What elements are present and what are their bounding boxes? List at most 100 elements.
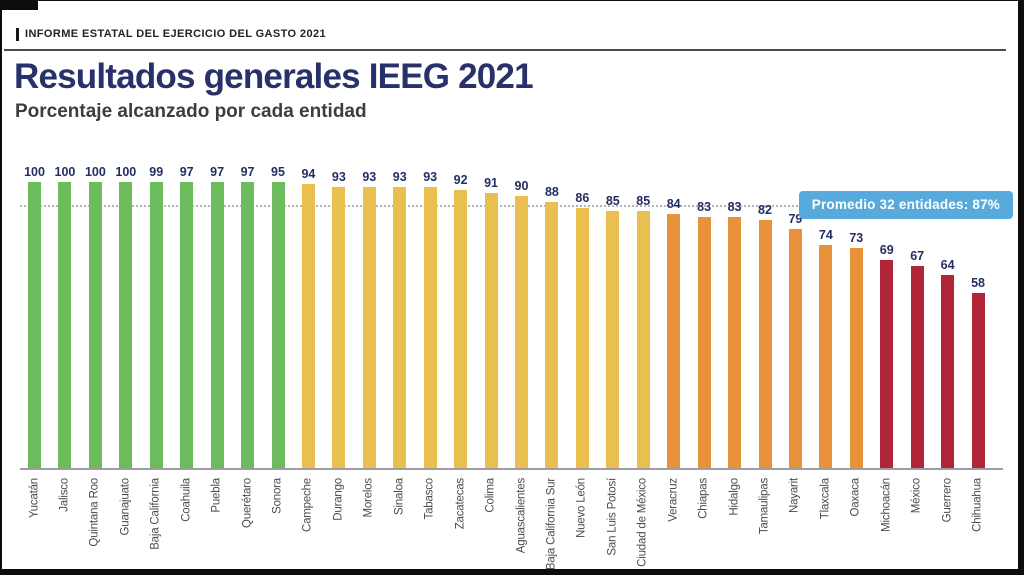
x-axis-line [20, 468, 1003, 470]
bar-column: 64 Guerrero [940, 166, 955, 522]
bar-column: 100 Guanajuato [115, 166, 136, 536]
bar-column: 86 Nuevo León [575, 166, 590, 538]
bar-value-label: 83 [727, 200, 742, 215]
bar [58, 182, 72, 468]
bar-value-label: 97 [179, 165, 194, 179]
bar-column: 67 México [910, 166, 925, 513]
frame-edge-right [1021, 0, 1024, 575]
bar-column: 90 Aguascalientes [514, 166, 529, 554]
bar-value-label: 99 [149, 165, 164, 179]
bar [484, 193, 498, 468]
bar [728, 217, 742, 468]
x-axis-label: Jalisco [58, 478, 71, 512]
bar [88, 182, 102, 468]
bar-column: 93 Sinaloa [392, 166, 407, 515]
x-axis-label: Sinaloa [393, 478, 406, 515]
bar-column: 94 Campeche [301, 166, 316, 532]
bar [241, 182, 255, 468]
x-axis-label: San Luis Potosí [606, 478, 619, 556]
bar-value-label: 82 [758, 203, 772, 218]
bar-value-label: 94 [301, 167, 316, 182]
x-axis-label: Puebla [210, 478, 223, 513]
bar-column: 84 Veracruz [666, 166, 681, 522]
x-axis-label: Chiapas [697, 478, 710, 519]
average-badge: Promedio 32 entidades: 87% [798, 191, 1013, 219]
bar-column: 100 Yucatán [24, 166, 45, 519]
bar-value-label: 84 [666, 197, 681, 212]
bar [880, 259, 894, 468]
page-title: Resultados generales IEEG 2021 [14, 57, 534, 96]
bar-value-label: 67 [910, 248, 925, 263]
bar-column: 91 Colima [484, 166, 498, 513]
frame-notch [0, 0, 38, 10]
bar-value-label: 58 [971, 275, 986, 290]
bar [515, 196, 528, 468]
bar-column: 73 Oaxaca [849, 166, 864, 516]
bar-value-label: 73 [849, 230, 864, 245]
bar-column: 97 Coahuila [179, 165, 194, 522]
x-axis-label: Ciudad de México [636, 478, 649, 567]
x-axis-label: Nuevo León [575, 478, 588, 539]
x-axis-label: Yucatán [28, 478, 40, 519]
bar-value-label: 64 [940, 257, 955, 272]
x-axis-label: Oaxaca [849, 478, 862, 517]
x-axis-label: Durango [332, 478, 345, 521]
bar [149, 182, 163, 468]
average-dotted-line [20, 205, 818, 207]
bar-value-label: 90 [514, 179, 529, 194]
bar-chart: Promedio 32 entidades: 87% 100 Yucatán 100… [20, 165, 1013, 570]
bar [788, 229, 802, 468]
bar-value-label: 86 [575, 191, 590, 206]
bar-value-label: 97 [210, 165, 225, 179]
bar-value-label: 69 [879, 242, 894, 257]
x-axis-label: Michoacán [880, 478, 893, 532]
page-subtitle: Porcentaje alcanzado por cada entidad [15, 101, 367, 122]
x-axis-label: Baja California Sur [545, 478, 558, 571]
x-axis-label: Chihuahua [971, 478, 984, 532]
bar-column: 99 Baja California [149, 165, 164, 550]
x-axis-label: Quintana Roo [88, 478, 101, 547]
bar [971, 292, 985, 468]
bar-column: 93 Durango [332, 166, 346, 521]
bar [454, 190, 468, 468]
bar-value-label: 93 [362, 170, 377, 185]
bar [271, 182, 285, 468]
bar [758, 220, 772, 468]
bar-column: 100 Jalisco [55, 166, 76, 512]
bar [119, 182, 133, 468]
bar [393, 187, 407, 468]
bar-column: 83 Chiapas [697, 166, 711, 519]
bar [941, 274, 955, 468]
frame-edge-bottom [0, 570, 1024, 575]
bar [332, 187, 346, 468]
bar [301, 184, 315, 468]
x-axis-label: Guerrero [941, 478, 954, 523]
x-axis-label: México [910, 478, 923, 514]
x-axis-label: Colima [484, 478, 497, 513]
bar-value-label: 74 [818, 227, 833, 242]
x-axis-label: Guanajuato [119, 478, 132, 536]
bar-column: 97 Puebla [210, 165, 225, 513]
x-axis-label: Zacatecas [454, 478, 467, 530]
x-axis-label: Tlaxcala [819, 478, 832, 520]
bar [697, 217, 711, 468]
bar-column: 95 Sonora [271, 166, 285, 514]
bar-value-label: 93 [392, 170, 407, 185]
bar [849, 247, 863, 468]
bar-column: 92 Zacatecas [453, 166, 468, 530]
bar-column: 82 Tamaulipas [758, 166, 772, 534]
x-axis-label: Baja California [149, 478, 162, 550]
bar-value-label: 92 [453, 173, 468, 188]
x-axis-label: Coahuila [180, 478, 193, 522]
bar-value-label: 88 [544, 185, 559, 200]
x-axis-label: Sonora [271, 478, 284, 514]
bar [180, 182, 194, 468]
bar-value-label: 97 [240, 165, 255, 179]
x-axis-label: Veracruz [667, 478, 680, 522]
bar [667, 214, 681, 468]
bar-value-label: 100 [115, 165, 137, 179]
bar [545, 202, 559, 468]
bar-column: 58 Chihuahua [971, 166, 986, 532]
